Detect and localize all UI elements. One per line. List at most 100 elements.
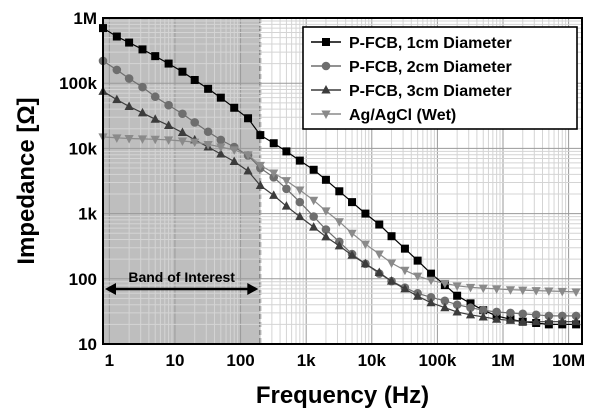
data-point <box>361 209 370 218</box>
data-point <box>112 94 122 104</box>
data-point <box>571 316 581 326</box>
data-point <box>426 297 436 307</box>
data-point <box>386 276 397 285</box>
data-point <box>282 147 291 156</box>
data-point <box>164 136 174 145</box>
y-tick-label: 100 <box>69 270 97 289</box>
data-point <box>413 256 422 265</box>
data-point <box>374 250 384 260</box>
data-point <box>255 161 265 171</box>
series-3 <box>98 86 581 326</box>
data-point <box>544 311 554 321</box>
x-tick-label: 1 <box>105 351 114 370</box>
y-axis-title: Impedance [Ω] <box>13 97 40 264</box>
data-point <box>557 287 567 297</box>
data-point <box>518 286 528 296</box>
data-point <box>124 74 134 83</box>
data-point <box>321 175 330 184</box>
data-point <box>426 276 436 286</box>
data-point <box>295 156 304 165</box>
data-point <box>229 146 239 155</box>
data-point <box>492 285 502 294</box>
legend-marker <box>321 85 331 94</box>
data-point <box>281 201 292 210</box>
data-point <box>230 103 239 112</box>
data-point <box>544 316 554 326</box>
legend-label: P-FCB, 3cm Diameter <box>349 83 512 100</box>
data-point <box>452 300 462 310</box>
data-point <box>478 284 488 294</box>
data-point <box>178 67 187 76</box>
data-point <box>465 309 476 319</box>
data-point <box>440 302 450 312</box>
data-point <box>203 127 213 137</box>
data-point <box>164 120 174 129</box>
data-point <box>216 149 226 158</box>
data-point <box>321 207 331 216</box>
data-point <box>164 100 173 110</box>
band-arrow-left-head <box>105 283 116 295</box>
data-point <box>505 286 516 295</box>
legend-entry-1: P-FCB, 1cm Diameter <box>311 35 512 52</box>
data-point <box>295 197 305 207</box>
data-point <box>216 143 226 153</box>
data-point <box>269 139 278 148</box>
data-point <box>295 186 305 196</box>
series-4 <box>98 133 581 297</box>
data-point <box>374 267 384 276</box>
legend-box <box>302 26 578 130</box>
data-point <box>531 316 541 326</box>
data-point <box>150 135 160 145</box>
data-point <box>452 282 462 291</box>
legend-entry-3: P-FCB, 3cm Diameter <box>311 83 512 100</box>
data-point <box>466 303 475 313</box>
data-point <box>112 32 121 41</box>
data-point <box>506 308 515 318</box>
data-point <box>347 229 357 239</box>
data-point <box>571 311 581 321</box>
data-point <box>413 272 423 282</box>
data-point <box>309 196 319 206</box>
data-point <box>216 93 225 102</box>
data-point <box>125 38 134 47</box>
data-point <box>164 59 173 68</box>
data-point <box>571 288 581 297</box>
data-point <box>360 258 371 268</box>
data-point <box>229 156 239 165</box>
data-point <box>309 165 318 174</box>
legend: P-FCB, 1cm Diameter P-FCB, 2cm Diameter P-… <box>302 26 578 130</box>
legend-label: Ag/AgCl (Wet) <box>349 107 456 124</box>
data-point <box>112 134 122 143</box>
x-tick-label: 1M <box>491 351 515 370</box>
legend-label: P-FCB, 1cm Diameter <box>349 35 512 52</box>
data-point <box>478 311 488 321</box>
plot-frame <box>102 17 583 345</box>
data-point <box>321 225 331 234</box>
data-point <box>177 127 188 137</box>
data-point <box>453 291 462 300</box>
data-point <box>348 198 357 207</box>
data-point <box>281 177 292 186</box>
data-point <box>334 240 344 250</box>
data-point <box>466 299 475 308</box>
data-point <box>347 250 357 259</box>
data-point <box>544 287 554 296</box>
data-point <box>216 135 226 145</box>
x-tick-label: 10M <box>552 351 585 370</box>
data-point <box>492 307 501 317</box>
data-point <box>243 151 253 160</box>
data-point <box>190 118 200 127</box>
data-point <box>137 107 148 117</box>
legend-marker <box>321 110 331 119</box>
y-tick-label: 1M <box>73 9 97 28</box>
band-of-interest-region <box>103 18 261 344</box>
legend-label: P-FCB, 2cm Diameter <box>349 59 512 76</box>
data-point <box>426 293 436 302</box>
data-point <box>492 314 502 323</box>
legend-marker <box>322 38 330 46</box>
y-tick-label: 100k <box>59 74 97 93</box>
data-point <box>375 220 384 229</box>
legend-entry-2: P-FCB, 2cm Diameter <box>311 59 512 76</box>
x-tick-label: 10k <box>358 351 387 370</box>
data-point <box>243 166 253 175</box>
